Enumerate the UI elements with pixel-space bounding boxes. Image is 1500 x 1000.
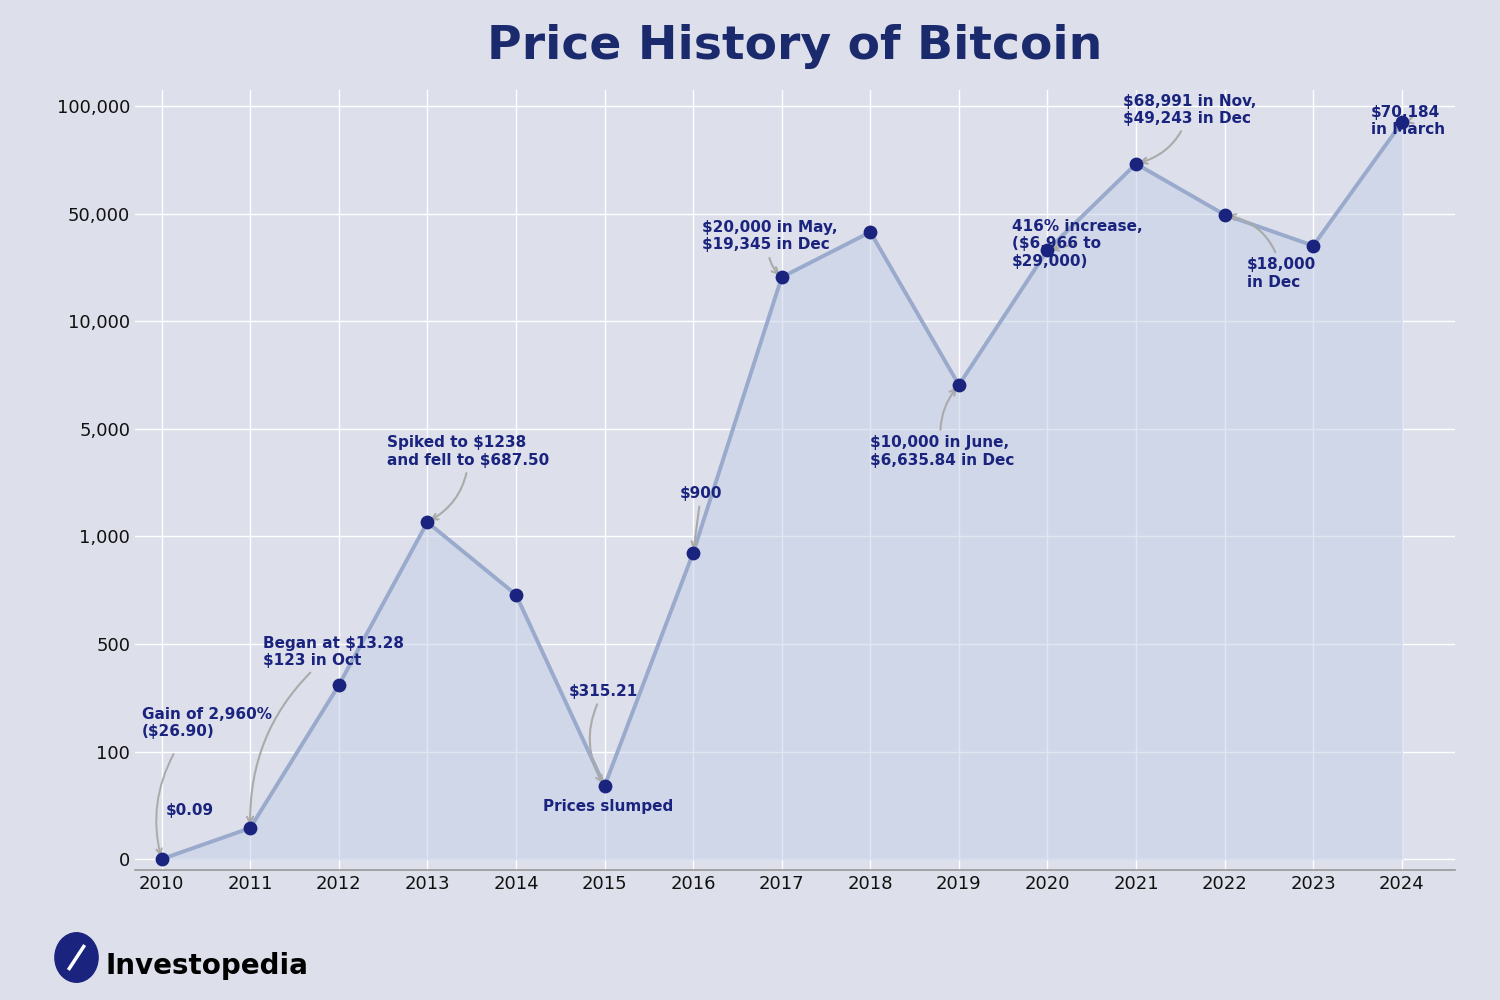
Point: [681, 545, 705, 561]
Point: [327, 677, 351, 693]
Text: Gain of 2,960%
($26.90): Gain of 2,960% ($26.90): [142, 707, 272, 739]
Text: $10,000 in June,
$6,635.84 in Dec: $10,000 in June, $6,635.84 in Dec: [870, 389, 1014, 468]
Text: Began at $13.28
$123 in Oct: Began at $13.28 $123 in Oct: [248, 636, 405, 823]
Title: Price History of Bitcoin: Price History of Bitcoin: [488, 24, 1102, 69]
Text: $315.21: $315.21: [568, 684, 639, 782]
Text: Prices slumped: Prices slumped: [543, 799, 674, 814]
Point: [238, 820, 262, 836]
Point: [1302, 238, 1326, 254]
Text: Investopedia: Investopedia: [105, 952, 308, 980]
Point: [1390, 114, 1414, 130]
Point: [1124, 156, 1148, 172]
Point: [416, 514, 440, 530]
Text: 416% increase,
($6,966 to
$29,000): 416% increase, ($6,966 to $29,000): [1013, 219, 1143, 269]
Circle shape: [56, 933, 98, 982]
Point: [592, 778, 616, 794]
Point: [1035, 242, 1059, 258]
Text: $68,991 in Nov,
$49,243 in Dec: $68,991 in Nov, $49,243 in Dec: [1124, 94, 1256, 164]
Point: [1212, 207, 1236, 223]
Point: [150, 851, 174, 867]
Text: $20,000 in May,
$19,345 in Dec: $20,000 in May, $19,345 in Dec: [702, 220, 837, 274]
Point: [504, 587, 528, 603]
Point: [770, 269, 794, 285]
Point: [858, 224, 882, 240]
Text: $900: $900: [680, 486, 723, 548]
Text: $0.09: $0.09: [166, 803, 214, 818]
Text: $70,184
in March: $70,184 in March: [1371, 105, 1444, 137]
Point: [946, 377, 970, 393]
Text: $18,000
in Dec: $18,000 in Dec: [1230, 214, 1316, 290]
Text: Spiked to $1238
and fell to $687.50: Spiked to $1238 and fell to $687.50: [387, 435, 549, 520]
